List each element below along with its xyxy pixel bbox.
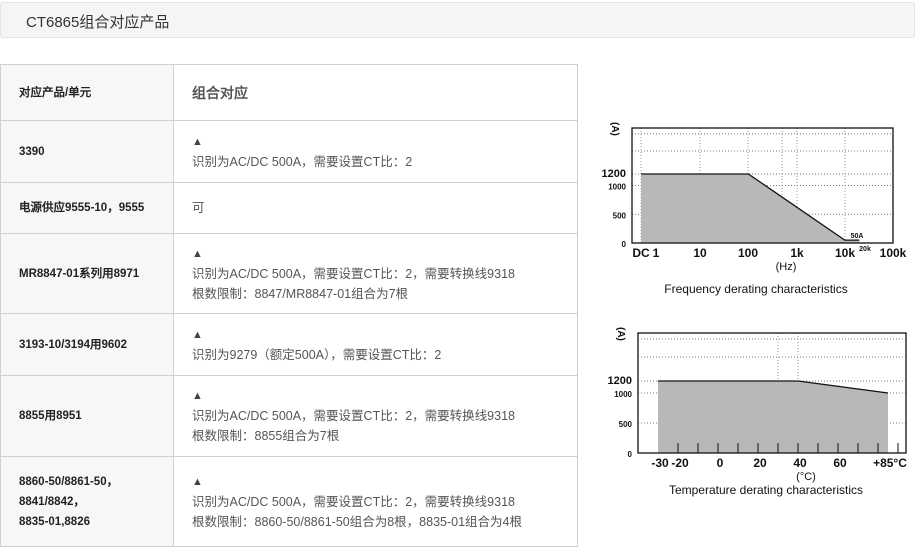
derating-line <box>641 173 860 241</box>
combination-text: 根数限制：8860-50/8861-50组合为8根，8835-01组合为4根 <box>192 514 522 529</box>
page-title: CT6865组合对应产品 <box>26 14 170 31</box>
y-tick-label: 500 <box>613 211 627 220</box>
product-name: 3193-10/3194用9602 <box>19 338 128 351</box>
product-name: 8855用8951 <box>19 410 82 422</box>
table-row: 8855用8951 ▲ 识别为AC/DC 500A，需要设置CT比：2，需要转换线9… <box>0 375 578 457</box>
x-tick-label: 1k <box>790 246 804 260</box>
annotation-20k: 20k <box>859 246 871 253</box>
table-row: 3390 ▲ 识别为AC/DC 500A，需要设置CT比：2 <box>0 120 578 183</box>
chart-title: Frequency derating characteristics <box>664 282 847 296</box>
chart-title: Temperature derating characteristics <box>669 483 863 497</box>
y-tick-label: 1000 <box>614 390 632 399</box>
x-tick-label: -20 <box>671 456 689 470</box>
combination-cell: ▲ 识别为AC/DC 500A，需要设置CT比：2 <box>173 120 578 183</box>
x-tick-label: +85°C <box>873 456 907 470</box>
section-header: CT6865组合对应产品 <box>0 2 915 38</box>
table-row: 3193-10/3194用9602 ▲ 识别为9279（额定500A），需要设置CT… <box>0 313 578 376</box>
combination-text: 识别为9279（额定500A），需要设置CT比：2 <box>192 347 442 362</box>
y-tick-label: 0 <box>622 240 627 249</box>
product-cell: MR8847-01系列用8971 <box>0 233 174 314</box>
x-tick-label: 10k <box>835 246 855 260</box>
triangle-mark-icon: ▲ <box>192 247 203 260</box>
combination-text: 识别为AC/DC 500A，需要设置CT比：2，需要转换线9318 <box>192 266 515 281</box>
y-tick-label: 1000 <box>608 183 626 192</box>
y-tick-label: 500 <box>619 420 633 429</box>
triangle-mark-icon: ▲ <box>192 390 203 402</box>
combination-text: 根数限制：8847/MR8847-01组合为7根 <box>192 286 409 301</box>
table-row: 8860-50/8861-50， 8841/8842， 8835-01,8826 ▲ 识… <box>0 456 578 547</box>
x-tick-label: -30 <box>651 456 669 470</box>
product-cell: 电源供应9555-10，9555 <box>0 182 174 234</box>
x-tick-label: 40 <box>793 456 807 470</box>
combination-cell: ▲ 识别为AC/DC 500A，需要设置CT比：2，需要转换线9318 根数限制：8… <box>173 456 578 547</box>
x-tick-label: 0 <box>717 456 724 470</box>
combination-text: 识别为AC/DC 500A，需要设置CT比：2，需要转换线9318 <box>192 409 515 423</box>
triangle-mark-icon: ▲ <box>192 135 203 148</box>
combination-text: 识别为AC/DC 500A，需要设置CT比：2，需要转换线9318 <box>192 494 515 509</box>
plot-frame <box>631 127 894 244</box>
triangle-mark-icon: ▲ <box>192 328 203 341</box>
y-tick-label: 0 <box>628 450 633 459</box>
combination-text: 根数限制：8855组合为7根 <box>192 429 340 443</box>
combination-cell: 可 <box>173 182 578 234</box>
derating-area <box>641 174 860 243</box>
combination-cell: ▲ 识别为AC/DC 500A，需要设置CT比：2，需要转换线9318 根数限制：8… <box>173 375 578 457</box>
triangle-mark-icon: ▲ <box>192 475 203 488</box>
x-tick-label: 100 <box>738 246 758 260</box>
annotation-50a: 50A <box>851 233 864 240</box>
product-name: 8841/8842， <box>19 495 85 508</box>
product-name: 3390 <box>19 145 45 158</box>
product-name: 电源供应9555-10，9555 <box>19 202 145 214</box>
y-axis-label: (A) <box>609 122 620 136</box>
table-row: MR8847-01系列用8971 ▲ 识别为AC/DC 500A，需要设置CT比：2… <box>0 233 578 314</box>
derating-area <box>658 381 888 453</box>
table-header-row: 对应产品/单元 组合对应 <box>0 64 578 121</box>
x-tick-label: 20 <box>753 456 767 470</box>
x-tick-label: 10 <box>693 246 707 260</box>
y-tick-label: 1200 <box>602 168 626 180</box>
combination-text: 可 <box>192 201 205 215</box>
combination-cell: ▲ 识别为9279（额定500A），需要设置CT比：2 <box>173 313 578 376</box>
combination-text: 识别为AC/DC 500A，需要设置CT比：2 <box>192 154 413 169</box>
x-tick-label: 100k <box>880 246 907 260</box>
product-cell: 8860-50/8861-50， 8841/8842， 8835-01,8826 <box>0 456 174 547</box>
compatibility-table: 对应产品/单元 组合对应 3390 ▲ 识别为AC/DC 500A，需要设置CT比：… <box>0 64 578 547</box>
product-name: 8860-50/8861-50， <box>19 475 119 488</box>
x-axis-label: (Hz) <box>776 261 797 273</box>
table-row: 电源供应9555-10，9555 可 <box>0 182 578 234</box>
plot-frame <box>637 332 907 454</box>
header-combination: 组合对应 <box>173 64 578 121</box>
product-name: MR8847-01系列用8971 <box>19 267 140 280</box>
product-cell: 3193-10/3194用9602 <box>0 313 174 376</box>
x-tick-label: 60 <box>833 456 847 470</box>
y-tick-label: 1200 <box>608 375 632 387</box>
derating-line <box>658 380 889 394</box>
header-product: 对应产品/单元 <box>0 64 174 121</box>
x-tick-label: 1 <box>653 246 660 260</box>
x-tick-label: DC <box>632 246 650 260</box>
x-axis-label: (°C) <box>796 471 816 483</box>
product-name: 8835-01,8826 <box>19 515 90 528</box>
y-axis-label: (A) <box>615 327 626 341</box>
product-cell: 3390 <box>0 120 174 183</box>
